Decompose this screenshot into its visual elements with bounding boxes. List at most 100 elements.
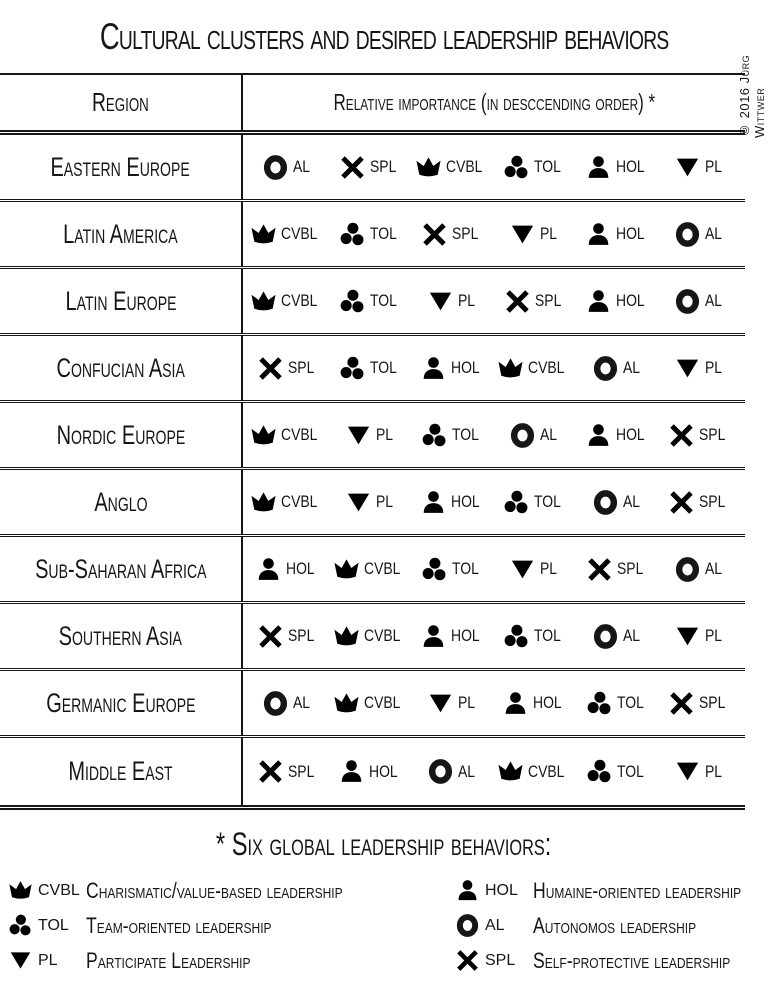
- importance-cell: SPL TOL HOL CVBL AL PL: [243, 336, 745, 400]
- legend-abbr: CVBL: [38, 881, 80, 899]
- behavior-item: AL: [659, 289, 741, 314]
- behavior-abbr: TOL: [369, 358, 397, 377]
- behavior-item: CVBL: [494, 356, 576, 381]
- clusters-table: Region Relative importance (in desccendi…: [0, 73, 745, 810]
- person-icon: [502, 691, 529, 716]
- ring-icon: [455, 914, 480, 937]
- copyright-text: © 2016 Jürg Wittwer: [737, 54, 767, 138]
- behavior-item: PL: [494, 222, 576, 247]
- behavior-abbr: AL: [622, 492, 640, 511]
- behavior-abbr: SPL: [287, 626, 314, 645]
- ring-icon: [674, 557, 701, 582]
- behavior-item: CVBL: [247, 222, 329, 247]
- behavior-abbr: PL: [704, 157, 722, 176]
- triangle-down-icon: [427, 691, 454, 716]
- behavior-abbr: TOL: [451, 559, 479, 578]
- legend-title: * Six global leadership behaviors:: [216, 826, 552, 862]
- importance-cell: CVBL PL TOL AL HOL SPL: [243, 403, 745, 467]
- triangle-down-icon: [674, 759, 701, 784]
- behavior-item: PL: [659, 759, 741, 784]
- behavior-item: PL: [659, 155, 741, 180]
- behavior-item: AL: [247, 155, 329, 180]
- region-cell: Middle East: [0, 738, 243, 805]
- behavior-item: CVBL: [247, 289, 329, 314]
- x-cross-icon: [257, 759, 284, 784]
- triangle-down-icon: [509, 222, 536, 247]
- behavior-abbr: CVBL: [363, 693, 401, 712]
- behavior-abbr: HOL: [368, 761, 398, 781]
- person-icon: [420, 624, 447, 649]
- ring-icon: [262, 691, 289, 716]
- legend: * Six global leadership behaviors: CVBL …: [0, 810, 768, 973]
- triangle-down-icon: [674, 624, 701, 649]
- behavior-abbr: TOL: [616, 761, 644, 781]
- x-cross-icon: [668, 490, 695, 515]
- x-cross-icon: [455, 949, 480, 972]
- x-cross-icon: [421, 222, 448, 247]
- table-row: Latin America CVBL TOL SPL PL HOL AL: [0, 202, 745, 269]
- behavior-item: HOL: [494, 691, 576, 716]
- table-body: Eastern Europe AL SPL CVBL TOL HOL PL La…: [0, 135, 745, 805]
- behavior-item: CVBL: [412, 155, 494, 180]
- x-cross-icon: [668, 691, 695, 716]
- legend-item: AL Autonomos leadership: [455, 913, 768, 938]
- page-title: Cultural clusters and desired leadership…: [99, 15, 669, 57]
- region-name: Sub-Saharan Africa: [34, 553, 207, 584]
- table-row: Middle East SPL HOL AL CVBL TOL PL: [0, 738, 745, 805]
- behavior-abbr: PL: [704, 626, 722, 645]
- behavior-abbr: CVBL: [281, 224, 318, 243]
- crown-icon: [333, 624, 360, 649]
- behavior-item: SPL: [247, 624, 329, 649]
- behavior-abbr: PL: [457, 693, 475, 712]
- behavior-item: CVBL: [329, 557, 411, 582]
- person-icon: [420, 356, 447, 381]
- crown-icon: [250, 289, 277, 314]
- legend-item: CVBL Charismatic/value-based leadership: [8, 878, 455, 903]
- behavior-abbr: HOL: [450, 492, 480, 511]
- behavior-item: AL: [659, 222, 741, 247]
- region-name: Eastern Europe: [50, 151, 191, 182]
- importance-cell: CVBL TOL PL SPL HOL AL: [243, 269, 745, 333]
- legend-columns: CVBL Charismatic/value-based leadership …: [0, 878, 768, 973]
- legend-abbr: AL: [485, 916, 505, 934]
- table-row: Southern Asia SPL CVBL HOL TOL AL PL: [0, 604, 745, 671]
- behavior-abbr: CVBL: [281, 492, 318, 511]
- person-icon: [585, 423, 612, 448]
- region-cell: Sub-Saharan Africa: [0, 537, 243, 601]
- behavior-item: HOL: [576, 289, 658, 314]
- behavior-item: HOL: [247, 557, 329, 582]
- behavior-abbr: AL: [293, 693, 311, 712]
- behavior-item: TOL: [329, 222, 411, 247]
- crown-icon: [333, 691, 360, 716]
- behavior-abbr: HOL: [533, 693, 562, 712]
- team-circles-icon: [339, 356, 366, 381]
- triangle-down-icon: [674, 356, 701, 381]
- behavior-abbr: CVBL: [363, 626, 401, 645]
- region-cell: Southern Asia: [0, 604, 243, 668]
- behavior-abbr: TOL: [369, 291, 397, 310]
- behavior-abbr: TOL: [534, 626, 562, 645]
- crown-icon: [333, 557, 360, 582]
- region-cell: Germanic Europe: [0, 671, 243, 735]
- team-circles-icon: [503, 624, 530, 649]
- legend-name: Charismatic/value-based leadership: [86, 877, 343, 903]
- ring-icon: [592, 356, 619, 381]
- ring-icon: [674, 222, 701, 247]
- behavior-item: PL: [412, 691, 494, 716]
- behavior-abbr: SPL: [287, 761, 314, 781]
- behavior-item: HOL: [412, 624, 494, 649]
- region-name: Anglo: [93, 486, 148, 517]
- triangle-down-icon: [345, 490, 372, 515]
- behavior-item: SPL: [412, 222, 494, 247]
- behavior-item: TOL: [494, 624, 576, 649]
- behavior-item: PL: [659, 356, 741, 381]
- behavior-item: SPL: [247, 759, 329, 784]
- behavior-item: AL: [412, 759, 494, 784]
- behavior-abbr: CVBL: [363, 559, 401, 578]
- legend-item: PL Participate Leadership: [8, 948, 455, 973]
- behavior-abbr: AL: [293, 157, 311, 176]
- x-cross-icon: [257, 624, 284, 649]
- behavior-abbr: CVBL: [281, 291, 318, 310]
- region-name: Southern Asia: [58, 620, 183, 651]
